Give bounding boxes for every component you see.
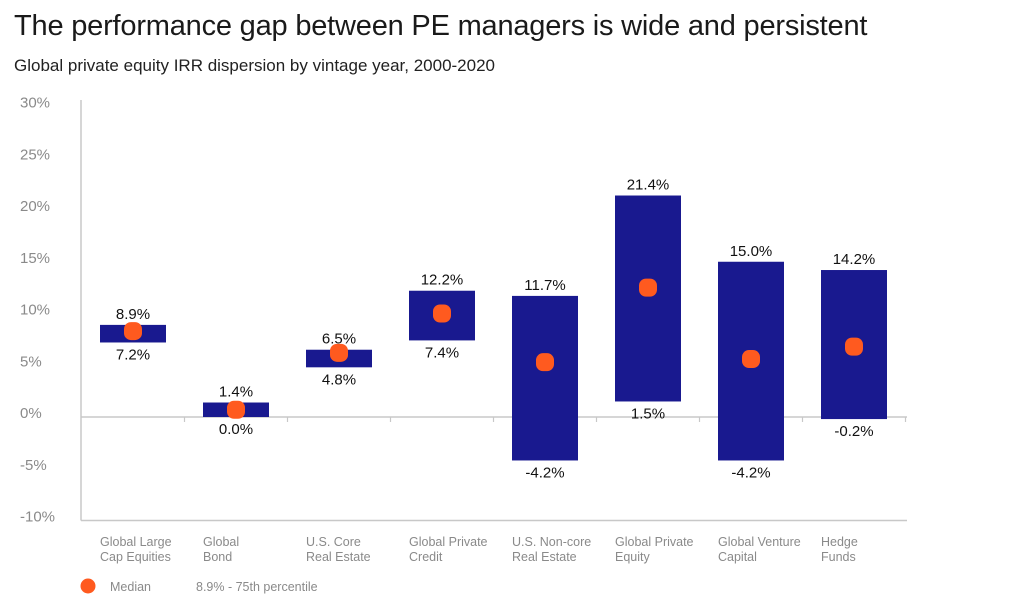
legend: Median 8.9% - 75th percentile <box>80 578 318 594</box>
category-label: Global Private <box>615 535 694 549</box>
top-value-label: 14.2% <box>833 251 876 268</box>
category-label: Global <box>203 535 239 549</box>
category-label: Credit <box>409 550 443 564</box>
category-label: Cap Equities <box>100 550 171 564</box>
median-marker <box>845 337 863 356</box>
y-tick-label: 30% <box>20 95 50 112</box>
legend-range-note: 8.9% - 75th percentile <box>196 580 318 594</box>
median-marker <box>330 343 348 362</box>
bottom-value-label: -0.2% <box>834 423 873 440</box>
range-bar <box>615 195 681 402</box>
top-value-label: 15.0% <box>730 243 773 260</box>
category-label: Global Private <box>409 535 488 549</box>
y-tick-label: 15% <box>20 250 50 267</box>
median-marker <box>536 353 554 372</box>
median-marker <box>227 400 245 419</box>
y-tick-label: -10% <box>20 509 55 526</box>
category-label: Equity <box>615 550 650 564</box>
bottom-value-label: 4.8% <box>322 371 356 388</box>
category-label: U.S. Non-core <box>512 535 591 549</box>
legend-median-marker <box>80 578 96 594</box>
top-value-label: 6.5% <box>322 331 356 348</box>
top-value-label: 8.9% <box>116 306 150 323</box>
category-label: Bond <box>203 550 232 564</box>
category-label: Global Large <box>100 535 172 549</box>
category-label: Capital <box>718 550 757 564</box>
category-label: Global Venture <box>718 535 801 549</box>
y-tick-label: 10% <box>20 302 50 319</box>
y-tick-label: 5% <box>20 353 42 370</box>
y-tick-label: 20% <box>20 198 50 215</box>
y-tick-label: 0% <box>20 405 42 422</box>
category-label: Real Estate <box>512 550 577 564</box>
bottom-value-label: 0.0% <box>219 421 253 438</box>
category-label: Hedge <box>821 535 858 549</box>
top-value-label: 11.7% <box>524 277 565 294</box>
median-marker <box>742 350 760 369</box>
chart-title: The performance gap between PE managers … <box>14 10 868 42</box>
y-tick-label: -5% <box>20 457 47 474</box>
axes: 30% 25% 20% 15% 10% 5% 0% -5% -10% <box>20 95 907 526</box>
top-value-label: 12.2% <box>421 272 464 289</box>
bottom-value-label: 7.2% <box>116 346 150 363</box>
top-value-label: 21.4% <box>627 177 670 194</box>
chart-subtitle: Global private equity IRR dispersion by … <box>14 56 496 75</box>
median-marker <box>433 304 451 323</box>
y-tick-label: 25% <box>20 146 50 163</box>
median-marker <box>124 322 142 341</box>
bottom-value-label: -4.2% <box>525 464 564 481</box>
top-value-label: 1.4% <box>219 384 253 401</box>
median-marker <box>639 278 657 297</box>
bottom-value-label: 7.4% <box>425 344 459 361</box>
bottom-value-label: -4.2% <box>731 464 770 481</box>
range-bar <box>512 295 578 461</box>
legend-median-label: Median <box>110 580 151 594</box>
bottom-value-label: 1.5% <box>631 405 665 422</box>
category-label: Funds <box>821 550 856 564</box>
category-label: U.S. Core <box>306 535 361 549</box>
category-label: Real Estate <box>306 550 371 564</box>
